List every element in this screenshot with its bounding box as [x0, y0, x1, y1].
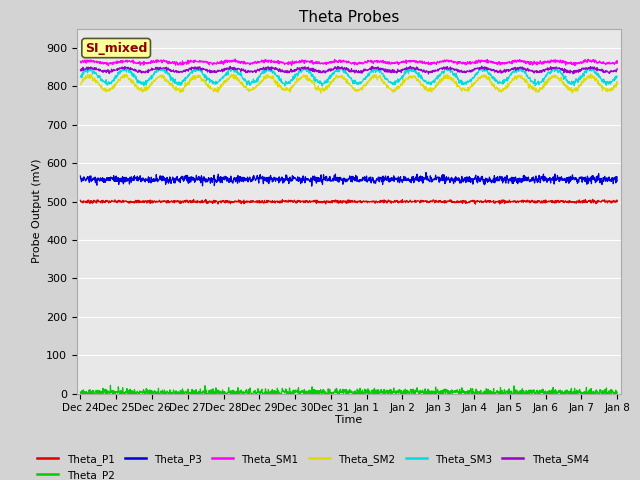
Line: Theta_SM4: Theta_SM4 [81, 66, 617, 74]
Theta_SM4 [77, 67, 84, 73]
Theta_SM2 [317, 90, 324, 96]
Theta_SM4 [140, 69, 148, 74]
Theta_P1 [118, 199, 126, 204]
Theta_P2 [383, 387, 390, 393]
Theta_SM2 [118, 75, 126, 81]
Line: Theta_P2: Theta_P2 [81, 385, 617, 394]
Theta_P1 [77, 197, 84, 203]
Theta_P3 [304, 176, 312, 181]
Theta_P1 [613, 199, 621, 204]
Theta_P3 [382, 175, 390, 181]
Theta_SM3 [382, 76, 390, 82]
Theta_SM3 [613, 73, 621, 79]
Theta_SM2 [383, 83, 390, 88]
Theta_SM2 [326, 80, 333, 86]
Theta_SM3 [304, 69, 312, 74]
Theta_P3 [422, 169, 430, 175]
Theta_P2 [119, 385, 127, 391]
Line: Theta_P3: Theta_P3 [81, 172, 617, 186]
Theta_SM1 [104, 63, 112, 69]
Theta_P1 [304, 199, 312, 205]
Line: Theta_P1: Theta_P1 [81, 199, 617, 204]
Theta_P3 [326, 178, 333, 184]
Theta_SM4 [304, 66, 312, 72]
Theta_P2 [316, 388, 324, 394]
Theta_SM3 [316, 79, 323, 85]
Theta_SM1 [231, 56, 239, 62]
Theta_P1 [316, 199, 323, 204]
Theta_SM3 [118, 68, 126, 73]
Theta_P1 [472, 201, 479, 207]
Theta_SM1 [383, 60, 390, 66]
Line: Theta_SM2: Theta_SM2 [81, 74, 617, 93]
Theta_SM1 [613, 58, 621, 64]
Theta_P2 [305, 389, 313, 395]
Theta_SM2 [264, 71, 271, 77]
Theta_SM3 [318, 83, 326, 89]
Theta_SM2 [140, 88, 148, 94]
Theta_P2 [77, 391, 85, 396]
Theta_SM2 [305, 75, 312, 81]
Theta_P3 [77, 173, 84, 179]
Theta_SM2 [613, 82, 621, 87]
Line: Theta_SM1: Theta_SM1 [81, 59, 617, 66]
Theta_SM4 [316, 70, 323, 75]
Theta_P3 [140, 176, 148, 182]
Theta_P1 [140, 198, 148, 204]
Theta_SM4 [425, 71, 433, 77]
Legend: Theta_P1, Theta_P2, Theta_P3, Theta_SM1, Theta_SM2, Theta_SM3, Theta_SM4: Theta_P1, Theta_P2, Theta_P3, Theta_SM1,… [33, 449, 593, 480]
Theta_SM4 [325, 66, 333, 72]
Theta_P1 [325, 199, 333, 204]
Title: Theta Probes: Theta Probes [299, 10, 399, 25]
Theta_P2 [326, 386, 333, 392]
Theta_SM1 [140, 59, 148, 64]
Theta_P1 [589, 196, 596, 202]
Theta_SM1 [118, 60, 126, 66]
Theta_P3 [308, 183, 316, 189]
Theta_SM3 [140, 83, 148, 89]
Line: Theta_SM3: Theta_SM3 [81, 66, 617, 86]
Theta_SM4 [334, 63, 342, 69]
Theta_P2 [141, 388, 148, 394]
Y-axis label: Probe Output (mV): Probe Output (mV) [32, 159, 42, 264]
Theta_P3 [613, 178, 621, 184]
Theta_SM3 [326, 74, 333, 80]
Theta_SM4 [118, 64, 126, 70]
Theta_SM1 [77, 59, 84, 64]
Text: SI_mixed: SI_mixed [85, 42, 147, 55]
Theta_SM3 [77, 74, 84, 80]
Theta_SM2 [316, 85, 323, 91]
Theta_SM4 [382, 68, 390, 73]
Theta_SM1 [326, 59, 333, 65]
Theta_SM4 [613, 66, 621, 72]
Theta_SM1 [316, 60, 324, 66]
Theta_SM3 [477, 63, 485, 69]
X-axis label: Time: Time [335, 415, 362, 425]
Theta_P2 [77, 389, 84, 395]
Theta_P2 [107, 383, 115, 388]
Theta_P2 [613, 389, 621, 395]
Theta_SM2 [77, 82, 84, 87]
Theta_P1 [382, 199, 390, 205]
Theta_P3 [118, 179, 126, 185]
Theta_SM1 [305, 59, 313, 64]
Theta_P3 [316, 177, 323, 182]
